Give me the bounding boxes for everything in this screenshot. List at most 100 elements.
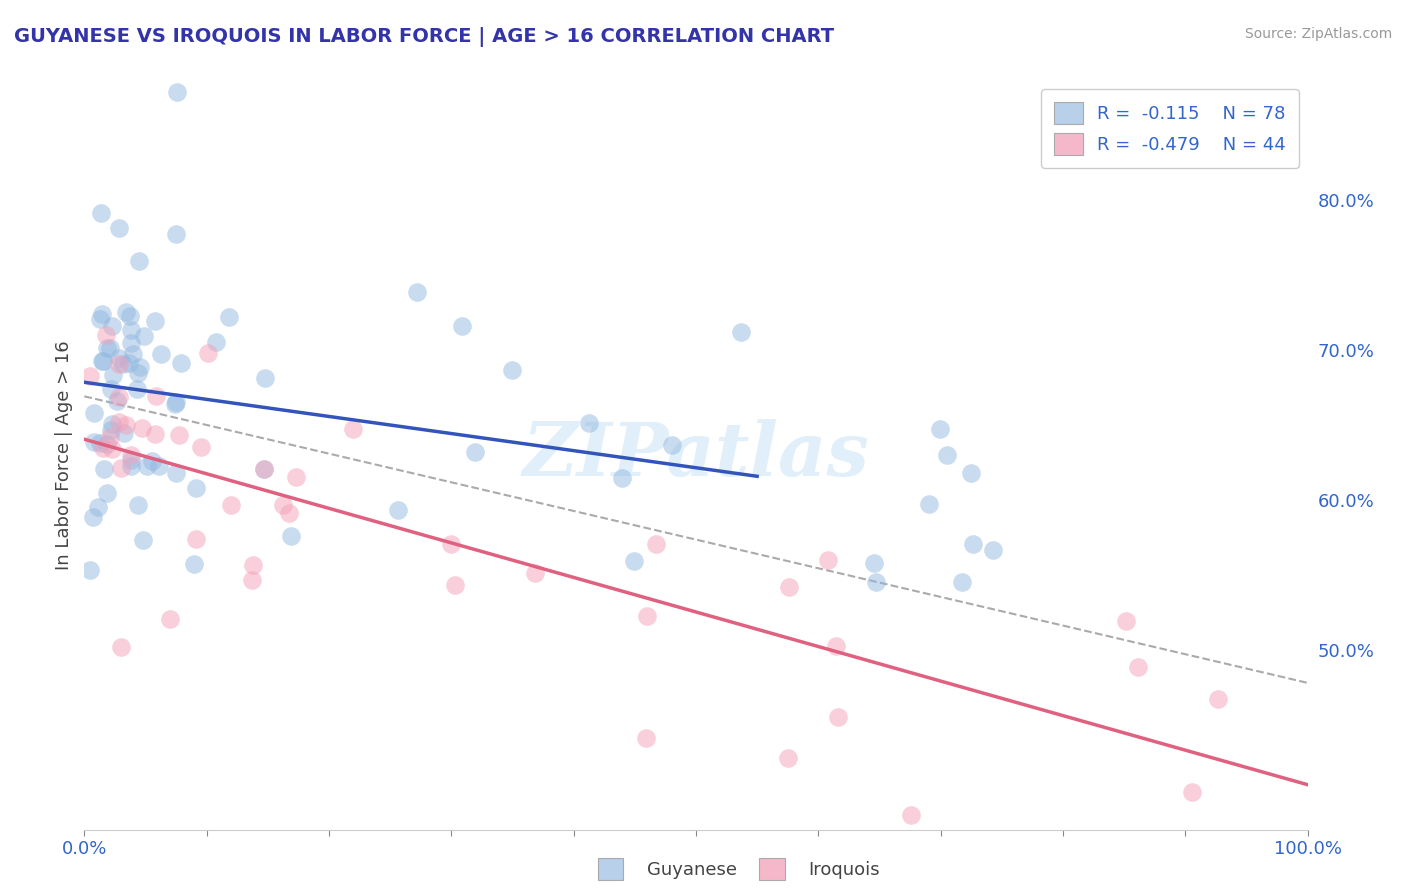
- Point: [184, 532, 207, 546]
- Point: [252, 462, 274, 476]
- Point: [108, 351, 131, 365]
- Text: Iroquois: Iroquois: [808, 861, 880, 879]
- Text: Source: ZipAtlas.com: Source: ZipAtlas.com: [1244, 27, 1392, 41]
- Point: [623, 554, 645, 568]
- Point: [141, 454, 163, 468]
- Point: [98, 430, 121, 444]
- Point: [219, 498, 242, 512]
- Point: [117, 356, 139, 370]
- Text: ZIPatlas: ZIPatlas: [523, 418, 869, 491]
- Point: [127, 499, 149, 513]
- Point: [110, 461, 132, 475]
- Point: [100, 382, 122, 396]
- Point: [1206, 691, 1229, 706]
- Point: [165, 227, 187, 242]
- Point: [148, 459, 170, 474]
- Point: [1181, 785, 1204, 799]
- Point: [778, 580, 800, 594]
- Point: [271, 498, 294, 512]
- Point: [120, 336, 142, 351]
- Point: [79, 369, 101, 384]
- Point: [959, 466, 981, 480]
- Point: [118, 309, 141, 323]
- Point: [443, 577, 465, 591]
- Point: [451, 318, 474, 333]
- Point: [120, 323, 142, 337]
- Point: [240, 574, 263, 588]
- Point: [280, 528, 302, 542]
- Point: [100, 341, 122, 355]
- Point: [91, 308, 114, 322]
- Point: [865, 575, 887, 590]
- Point: [918, 498, 941, 512]
- Point: [93, 462, 115, 476]
- Point: [950, 575, 973, 590]
- Point: [108, 415, 131, 429]
- Point: [96, 341, 118, 355]
- Point: [501, 363, 523, 377]
- Point: [96, 437, 118, 451]
- Point: [184, 481, 207, 495]
- Point: [523, 566, 546, 581]
- Point: [406, 285, 429, 300]
- Point: [131, 421, 153, 435]
- Point: [91, 441, 114, 455]
- Point: [91, 354, 114, 368]
- Point: [101, 318, 124, 333]
- Point: [165, 397, 187, 411]
- Point: [645, 537, 668, 551]
- Point: [120, 453, 142, 467]
- Point: [120, 448, 142, 462]
- Point: [183, 558, 205, 572]
- Y-axis label: In Labor Force | Age > 16: In Labor Force | Age > 16: [55, 340, 73, 570]
- Text: GUYANESE VS IROQUOIS IN LABOR FORCE | AGE > 16 CORRELATION CHART: GUYANESE VS IROQUOIS IN LABOR FORCE | AG…: [14, 27, 834, 46]
- Point: [440, 537, 463, 551]
- Point: [253, 462, 276, 476]
- Point: [277, 507, 299, 521]
- Point: [634, 731, 657, 745]
- Point: [1126, 659, 1149, 673]
- Point: [218, 310, 240, 325]
- Point: [1115, 614, 1137, 628]
- Point: [128, 254, 150, 268]
- Point: [167, 428, 190, 442]
- Point: [101, 368, 124, 382]
- Point: [661, 438, 683, 452]
- Point: [190, 440, 212, 454]
- Point: [89, 311, 111, 326]
- Legend: R =  -0.115    N = 78, R =  -0.479    N = 44: R = -0.115 N = 78, R = -0.479 N = 44: [1042, 89, 1299, 168]
- Point: [127, 366, 149, 380]
- Point: [817, 553, 839, 567]
- Point: [900, 807, 922, 822]
- Point: [125, 382, 148, 396]
- Point: [169, 356, 191, 370]
- Point: [91, 354, 114, 368]
- Point: [981, 543, 1004, 558]
- Point: [83, 406, 105, 420]
- Point: [197, 346, 219, 360]
- Point: [827, 710, 849, 724]
- Point: [115, 305, 138, 319]
- Point: [105, 394, 128, 409]
- Point: [936, 448, 959, 462]
- Point: [863, 557, 886, 571]
- Point: [96, 328, 118, 343]
- Point: [242, 558, 264, 572]
- Point: [205, 334, 228, 349]
- Point: [120, 459, 142, 474]
- Point: [825, 640, 848, 654]
- Point: [96, 486, 118, 500]
- Point: [165, 466, 187, 480]
- Point: [108, 221, 131, 235]
- Point: [578, 416, 600, 430]
- Point: [83, 435, 105, 450]
- Point: [112, 425, 135, 440]
- Point: [107, 390, 129, 404]
- Point: [149, 347, 172, 361]
- Point: [464, 445, 486, 459]
- Point: [612, 471, 634, 485]
- Point: [79, 563, 101, 577]
- Point: [134, 328, 156, 343]
- Point: [962, 537, 984, 551]
- Point: [254, 370, 277, 384]
